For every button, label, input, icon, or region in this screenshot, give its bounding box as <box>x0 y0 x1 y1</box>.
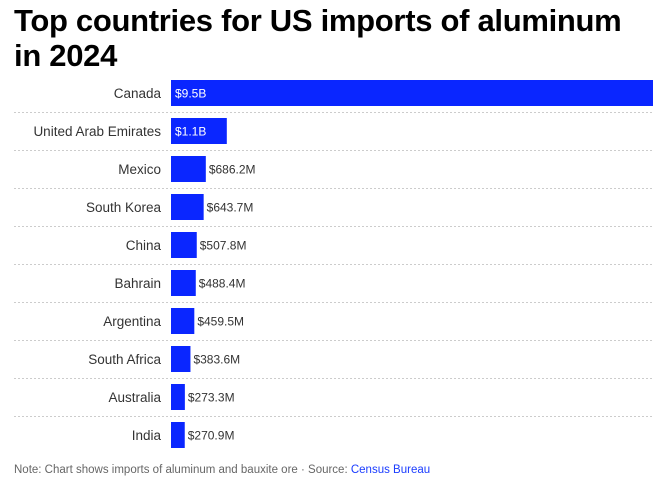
data-label: $488.4M <box>199 277 246 291</box>
category-label: China <box>126 238 162 253</box>
data-label: $383.6M <box>193 353 240 367</box>
chart-title: Top countries for US imports of aluminum… <box>14 3 622 73</box>
bar-chart: Canada $9.5B United Arab Emirates $1.1B Mexi… <box>14 80 653 448</box>
data-label: $507.8M <box>200 239 247 253</box>
data-label: $459.5M <box>197 315 244 329</box>
bar <box>171 80 653 106</box>
bar <box>171 118 227 144</box>
bar <box>171 308 195 334</box>
category-label: Canada <box>114 86 162 101</box>
bar <box>171 270 196 296</box>
bar <box>171 384 185 410</box>
bar <box>171 346 191 372</box>
category-label: South Africa <box>88 352 161 367</box>
category-label: South Korea <box>86 200 162 215</box>
source-link[interactable]: Census Bureau <box>350 464 431 476</box>
category-label: Bahrain <box>114 276 161 291</box>
category-label: Australia <box>108 390 161 405</box>
bar <box>171 156 206 182</box>
data-label: $270.9M <box>188 429 235 443</box>
chart-footnote: Note: Chart shows imports of aluminum an… <box>14 464 430 476</box>
note-text: Note: Chart shows imports of aluminum an… <box>14 464 351 476</box>
bar <box>171 422 185 448</box>
bar <box>171 232 197 258</box>
bar <box>171 194 204 220</box>
category-label: India <box>132 428 162 443</box>
data-label: $686.2M <box>209 163 256 177</box>
data-label: $1.1B <box>175 125 206 139</box>
data-label: $273.3M <box>188 391 235 405</box>
category-label: Argentina <box>103 314 161 329</box>
category-label: Mexico <box>118 162 161 177</box>
data-label: $643.7M <box>207 201 254 215</box>
category-label: United Arab Emirates <box>33 124 161 139</box>
data-label: $9.5B <box>175 87 206 101</box>
